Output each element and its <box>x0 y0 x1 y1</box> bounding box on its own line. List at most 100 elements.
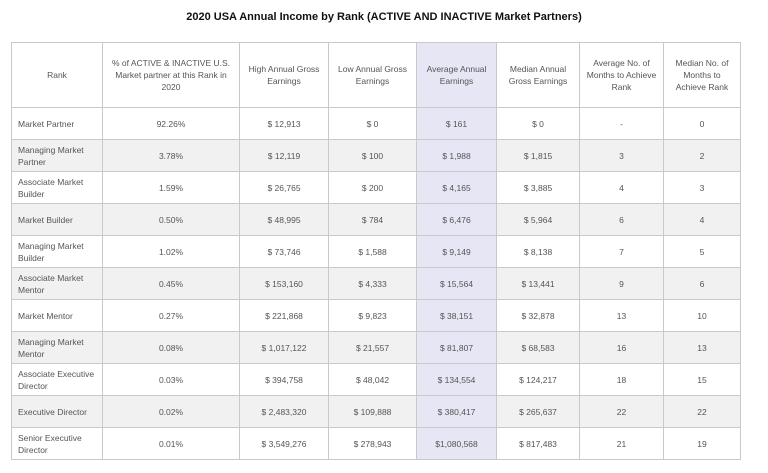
table-cell: 3 <box>663 171 741 204</box>
table-cell: 0.27% <box>102 299 240 332</box>
table-cell: $ 109,888 <box>328 395 417 428</box>
header-row: Rank% of ACTIVE & INACTIVE U.S. Market p… <box>11 42 741 108</box>
table-cell: $ 5,964 <box>496 203 580 236</box>
table-row: Managing Market Partner 3.78% $ 12,119 $ 10… <box>11 139 741 172</box>
rank-cell: Managing Market Mentor <box>11 331 103 364</box>
table-cell: 92.26% <box>102 107 240 140</box>
table-cell: 13 <box>663 331 741 364</box>
column-header: Average No. of Months to Achieve Rank <box>579 42 664 108</box>
table-cell: $ 48,042 <box>328 363 417 396</box>
table-cell: $ 48,995 <box>239 203 329 236</box>
table-cell: 0.01% <box>102 427 240 460</box>
table-cell: 5 <box>663 235 741 268</box>
table-cell: $ 1,815 <box>496 139 580 172</box>
table-row: Senior Executive Director 0.01% $ 3,549,27… <box>11 427 741 460</box>
table-cell: 6 <box>579 203 664 236</box>
table-cell: 15 <box>663 363 741 396</box>
table-cell: $ 38,151 <box>416 299 497 332</box>
table-cell: $ 200 <box>328 171 417 204</box>
rank-cell: Market Builder <box>11 203 103 236</box>
table-cell: $ 4,333 <box>328 267 417 300</box>
table-cell: $ 817,483 <box>496 427 580 460</box>
table-cell: $ 15,564 <box>416 267 497 300</box>
table-cell: 13 <box>579 299 664 332</box>
rank-cell: Senior Executive Director <box>11 427 103 460</box>
rank-cell: Associate Market Mentor <box>11 267 103 300</box>
rank-cell: Managing Market Partner <box>11 139 103 172</box>
table-cell: - <box>579 107 664 140</box>
table-cell: 1.59% <box>102 171 240 204</box>
table-cell: 16 <box>579 331 664 364</box>
table-cell: $ 68,583 <box>496 331 580 364</box>
table-cell: 0 <box>663 107 741 140</box>
table-cell: $ 278,943 <box>328 427 417 460</box>
table-cell: $ 394,758 <box>239 363 329 396</box>
rank-cell: Managing Market Builder <box>11 235 103 268</box>
table-cell: $ 2,483,320 <box>239 395 329 428</box>
table-cell: $ 380,417 <box>416 395 497 428</box>
table-cell: $ 8,138 <box>496 235 580 268</box>
table-cell: 6 <box>663 267 741 300</box>
table-row: Managing Market Builder 1.02% $ 73,746 $ 1,… <box>11 235 741 268</box>
table-row: Associate Market Builder 1.59% $ 26,765 $ 2… <box>11 171 741 204</box>
table-cell: 21 <box>579 427 664 460</box>
table-cell: 22 <box>579 395 664 428</box>
table-cell: $ 0 <box>496 107 580 140</box>
column-header: Median No. of Months to Achieve Rank <box>663 42 741 108</box>
table-cell: 7 <box>579 235 664 268</box>
table-cell: $ 1,017,122 <box>239 331 329 364</box>
table-cell: $ 784 <box>328 203 417 236</box>
table-cell: 1.02% <box>102 235 240 268</box>
table-cell: $ 1,588 <box>328 235 417 268</box>
table-cell: $ 21,557 <box>328 331 417 364</box>
table-cell: 22 <box>663 395 741 428</box>
table-cell: 4 <box>579 171 664 204</box>
table-cell: $ 221,868 <box>239 299 329 332</box>
table-body: Market Partner 92.26% $ 12,913 $ 0 $ 161 $ 0-… <box>11 107 741 460</box>
table-cell: $ 265,637 <box>496 395 580 428</box>
table-cell: $ 9,149 <box>416 235 497 268</box>
table-cell: $ 1,988 <box>416 139 497 172</box>
table-cell: $ 0 <box>328 107 417 140</box>
column-header: Average Annual Earnings <box>416 42 497 108</box>
income-table: Rank% of ACTIVE & INACTIVE U.S. Market p… <box>11 42 741 460</box>
table-row: Associate Executive Director 0.03% $ 394,7… <box>11 363 741 396</box>
rank-cell: Executive Director <box>11 395 103 428</box>
table-cell: 19 <box>663 427 741 460</box>
table-cell: 18 <box>579 363 664 396</box>
table-cell: $ 73,746 <box>239 235 329 268</box>
table-cell: $ 32,878 <box>496 299 580 332</box>
table-row: Market Partner 92.26% $ 12,913 $ 0 $ 161 $ 0-… <box>11 107 741 140</box>
rank-cell: Associate Market Builder <box>11 171 103 204</box>
table-cell: 0.03% <box>102 363 240 396</box>
column-header: % of ACTIVE & INACTIVE U.S. Market partn… <box>102 42 240 108</box>
table-cell: $ 13,441 <box>496 267 580 300</box>
page-title: 2020 USA Annual Income by Rank (ACTIVE A… <box>186 11 582 23</box>
table-cell: 10 <box>663 299 741 332</box>
table-cell: $ 81,807 <box>416 331 497 364</box>
table-cell: 0.45% <box>102 267 240 300</box>
table-cell: 4 <box>663 203 741 236</box>
table-row: Associate Market Mentor 0.45% $ 153,160 $ 4… <box>11 267 741 300</box>
table-cell: $ 4,165 <box>416 171 497 204</box>
table-cell: 0.02% <box>102 395 240 428</box>
table-cell: 3.78% <box>102 139 240 172</box>
column-header: High Annual Gross Earnings <box>239 42 329 108</box>
table-cell: 0.50% <box>102 203 240 236</box>
table-cell: $1,080,568 <box>416 427 497 460</box>
table-row: Managing Market Mentor 0.08% $ 1,017,122 $ … <box>11 331 741 364</box>
rank-cell: Market Partner <box>11 107 103 140</box>
table-cell: 2 <box>663 139 741 172</box>
table-cell: $ 9,823 <box>328 299 417 332</box>
table-cell: 0.08% <box>102 331 240 364</box>
table-cell: $ 6,476 <box>416 203 497 236</box>
table-row: Market Mentor 0.27% $ 221,868 $ 9,823 $ 38,1… <box>11 299 741 332</box>
table-cell: $ 3,885 <box>496 171 580 204</box>
table-row: Market Builder 0.50% $ 48,995 $ 784 $ 6,476 $… <box>11 203 741 236</box>
table-cell: $ 161 <box>416 107 497 140</box>
rank-cell: Associate Executive Director <box>11 363 103 396</box>
column-header: Median Annual Gross Earnings <box>496 42 580 108</box>
table-cell: 3 <box>579 139 664 172</box>
table-cell: $ 12,913 <box>239 107 329 140</box>
table-cell: $ 3,549,276 <box>239 427 329 460</box>
